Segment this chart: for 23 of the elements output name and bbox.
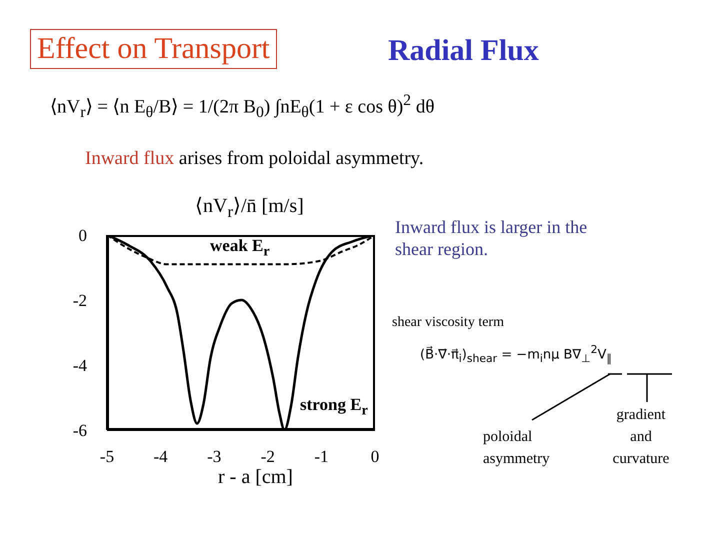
x-tick-label: -5 [100, 447, 114, 466]
y-tick-label: -4 [72, 356, 88, 376]
x-tick-label: -2 [260, 447, 275, 466]
text: Inward flux arises from poloidal asymmetry. [85, 148, 424, 169]
text: shear viscosity term [392, 315, 504, 331]
x-tick-label: -3 [207, 447, 222, 466]
text: (B⃗·∇⃗·π⃗$_{i}$)$_{shear}$ = −m$_{i}$nμ B∇$_{⊥}$$^{2}$V$_{∥}$ [420, 343, 612, 365]
text: ⟨nV$_{r}$⟩ = ⟨n E$_{θ}$/B⟩ = 1/(2π B$_{0}$) ∫nE$_{θ}$(1 + ε cos θ)$^{2}$ dθ [50, 92, 434, 122]
x-tick-label: -1 [314, 447, 328, 466]
series-label: weak E$_{r}$ [208, 236, 272, 260]
text: gradient and curvature [612, 406, 670, 469]
y-tick-label: -6 [72, 421, 87, 440]
x-axis-title: r - a [cm] [218, 466, 293, 489]
x-tick-label: 0 [370, 447, 380, 466]
text: Radial Flux [388, 34, 539, 68]
text: poloidal asymmetry [483, 428, 551, 469]
series-label: strong E$_{r}$ [298, 395, 370, 420]
text: Inward flux is larger in the shear region. [395, 216, 588, 260]
y-tick-label: -2 [72, 291, 87, 310]
y-tick-label: 0 [78, 226, 87, 246]
y-axis-title: ⟨nV$_{r}$⟩/n̄ [m/s] [195, 194, 304, 222]
x-tick-label: -4 [154, 447, 168, 466]
chart-title: Effect on Transport [37, 32, 270, 66]
